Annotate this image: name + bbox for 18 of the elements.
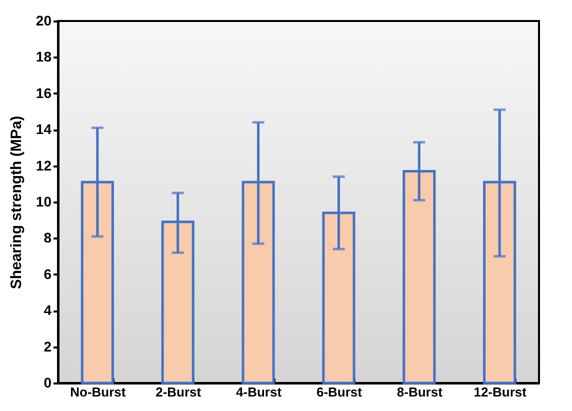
y-tick-label: 10 <box>36 194 52 210</box>
y-tick-label: 16 <box>36 84 52 101</box>
x-tick-label: 4-Burst <box>236 384 282 400</box>
y-tick-label: 12 <box>36 157 52 174</box>
y-tick-label: 18 <box>36 48 52 65</box>
y-tick-label: 2 <box>44 338 52 354</box>
y-tick-label: 0 <box>44 374 52 390</box>
x-tick-label: 2-Burst <box>156 384 202 400</box>
y-tick-label: 14 <box>36 121 52 138</box>
x-tick-label: 8-Burst <box>396 384 444 400</box>
y-tick-label: 8 <box>44 230 52 246</box>
y-tick-label: 6 <box>44 266 52 282</box>
x-tick-label: 6-Burst <box>316 384 363 400</box>
y-tick-label: 4 <box>44 302 52 318</box>
y-tick-label: 20 <box>36 12 52 28</box>
y-axis-title: Shearing strength (MPa) <box>8 116 25 290</box>
x-tick-label: 12-Burst <box>474 384 528 400</box>
x-tick-label: No-Burst <box>70 384 126 400</box>
